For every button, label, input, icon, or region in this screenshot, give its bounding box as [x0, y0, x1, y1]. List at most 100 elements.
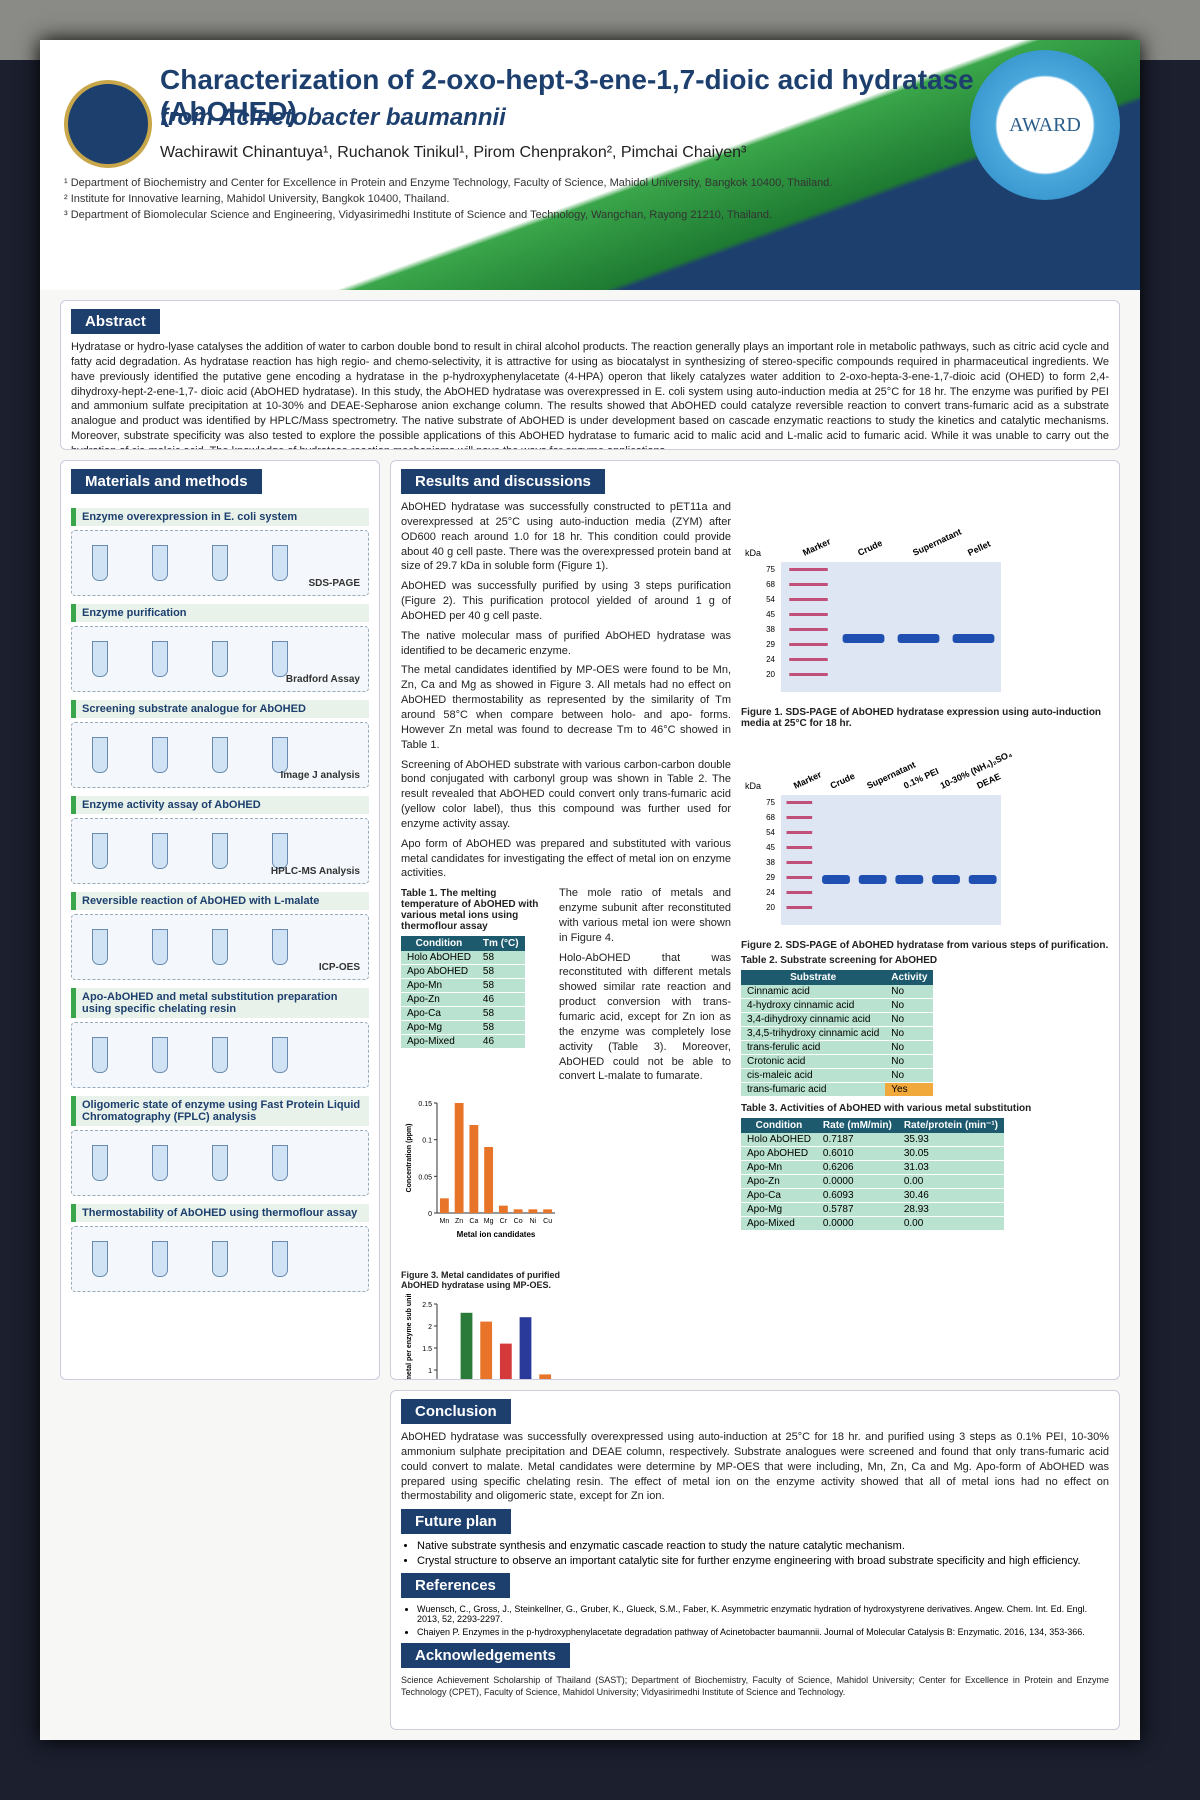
table-row: Crotonic acid No: [741, 1054, 934, 1069]
future-plan-item: Crystal structure to observe an importan…: [417, 1555, 1109, 1567]
bar: [528, 1209, 538, 1214]
protein-band: [858, 875, 887, 884]
table-cell: Crotonic acid: [741, 1054, 886, 1069]
process-diagram: HPLC-MS Analysis: [71, 818, 369, 884]
kda-label: 68: [766, 580, 775, 589]
results-paragraph: Apo form of AbOHED was prepared and subs…: [401, 837, 731, 880]
results-paragraph: The native molecular mass of purified Ab…: [401, 629, 731, 657]
y-tick-label: 1.5: [422, 1346, 432, 1353]
banner: Characterization of 2-oxo-hept-3-ene-1,7…: [40, 40, 1140, 290]
tube-icon: [92, 641, 108, 677]
table-cell: 0.5787: [816, 1202, 898, 1217]
figure-caption: Figure 3. Metal candidates of purified A…: [401, 1270, 561, 1291]
affiliation: ³ Department of Biomolecular Science and…: [64, 208, 773, 221]
marker-band: [786, 906, 813, 909]
table-cell: Apo-Mn: [741, 1160, 817, 1175]
table-cell: 46: [476, 1034, 525, 1050]
y-tick-label: 1: [428, 1368, 432, 1375]
tube-icon: [272, 929, 288, 965]
column-header: Condition: [401, 936, 477, 952]
column-header: Substrate: [741, 970, 886, 985]
acknowledgements-text: Science Achievement Scholarship of Thail…: [401, 1675, 1109, 1698]
tube-icon: [212, 737, 228, 773]
marker-band: [786, 831, 813, 834]
tube-icon: [152, 929, 168, 965]
table-cell: trans-ferulic acid: [741, 1040, 886, 1055]
table-cell: Apo AbOHED: [741, 1146, 817, 1161]
column-header: Rate/protein (min⁻¹): [897, 1118, 1004, 1133]
table-row: Apo-Mn 58: [401, 978, 525, 994]
x-tick-label: Mg: [484, 1218, 494, 1225]
method-step: Oligomeric state of enzyme using Fast Pr…: [71, 1096, 369, 1126]
future-plan-list: Native substrate synthesis and enzymatic…: [401, 1540, 1109, 1567]
table1-wrap: Table 1. The melting temperature of AbOH…: [401, 886, 551, 1089]
marker-band: [789, 583, 828, 586]
table-cell: Yes: [885, 1082, 934, 1097]
x-tick-label: Mn: [440, 1218, 450, 1225]
kda-label: 20: [766, 903, 775, 912]
title: Characterization of 2-oxo-hept-3-ene-1,7…: [160, 64, 974, 127]
table-cell: 58: [476, 1006, 525, 1022]
unit-label: kDa: [745, 781, 761, 791]
marker-band: [789, 643, 828, 646]
column-header: Activity: [885, 970, 934, 985]
table-cell: No: [885, 1068, 934, 1083]
tube-icon: [212, 833, 228, 869]
tube-icon: [92, 1037, 108, 1073]
method-step: Enzyme purification: [71, 604, 369, 622]
table-row: Apo AbOHED 0.6010 30.05: [741, 1146, 1004, 1161]
table-cell: 0.6206: [816, 1160, 898, 1175]
marker-band: [786, 846, 813, 849]
section-heading: Future plan: [401, 1509, 511, 1535]
tube-icon: [92, 545, 108, 581]
table-cell: Cinnamic acid: [741, 985, 886, 999]
table-row: Apo-Mn 0.6206 31.03: [741, 1160, 1004, 1175]
figure4: 00.511.522.5ApoMnZnCaMgMixMetal reconsti…: [401, 1293, 561, 1379]
reference-item: Wuensch, C., Gross, J., Steinkellner, G.…: [417, 1604, 1109, 1624]
y-tick-label: 0: [428, 1211, 432, 1218]
table-cell: Apo-Mixed: [741, 1216, 817, 1231]
x-tick-label: Ni: [530, 1218, 537, 1225]
table-cell: cis-maleic acid: [741, 1068, 886, 1083]
kda-label: 75: [766, 798, 775, 807]
lane-label: Marker: [792, 769, 823, 791]
bar: [484, 1147, 494, 1214]
table-cell: 0.0000: [816, 1216, 898, 1231]
affiliation: ² Institute for Innovative learning, Mah…: [64, 192, 450, 205]
references-list: Wuensch, C., Gross, J., Steinkellner, G.…: [401, 1604, 1109, 1637]
marker-band: [789, 658, 828, 661]
table-row: 3,4,5-trihydroxy cinnamic acid No: [741, 1026, 934, 1041]
tube-icon: [212, 929, 228, 965]
process-diagram: Bradford Assay: [71, 626, 369, 692]
bar: [454, 1103, 464, 1214]
protein-band: [968, 875, 997, 884]
results-paragraph: AbOHED hydratase was successfully constr…: [401, 501, 731, 573]
charts-row: 0 0.05 0.1 0.15 Mn Zn Ca Mg Cr Co Ni Cu Metal ion ca…: [401, 1093, 731, 1379]
diagram-label: ICP-OES: [318, 962, 360, 973]
tube-icon: [212, 1037, 228, 1073]
protein-band: [932, 875, 960, 884]
marker-band: [786, 801, 813, 804]
kda-label: 45: [766, 843, 775, 852]
column-header: Tm (°C): [476, 936, 525, 952]
process-diagram: ICP-OES: [71, 914, 369, 980]
table-cell: 28.93: [897, 1202, 1004, 1217]
table-cell: 58: [476, 964, 525, 980]
section-heading: Acknowledgements: [401, 1643, 570, 1669]
tube-icon: [212, 1145, 228, 1181]
diagram-label: SDS-PAGE: [308, 578, 361, 589]
table-cell: Holo AbOHED: [401, 951, 477, 966]
table-cell: 30.05: [897, 1146, 1004, 1161]
results-paragraph: The mole ratio of metals and enzyme subu…: [559, 887, 731, 944]
results-paragraph: Screening of AbOHED substrate with vario…: [401, 758, 731, 830]
method-step: Screening substrate analogue for AbOHED: [71, 700, 369, 718]
bar: [439, 1198, 449, 1214]
gel: [781, 795, 1001, 925]
bar-chart: 00.511.522.5ApoMnZnCaMgMixMetal reconsti…: [406, 1293, 552, 1379]
tube-icon: [152, 545, 168, 581]
table3: Condition Rate (mM/min) Rate/protein (min⁻…: [741, 1118, 1004, 1231]
tube-icon: [212, 641, 228, 677]
table-row: Apo-Ca 58: [401, 1006, 525, 1022]
table-cell: 0.7187: [816, 1133, 898, 1147]
process-diagram: Image J analysis: [71, 722, 369, 788]
